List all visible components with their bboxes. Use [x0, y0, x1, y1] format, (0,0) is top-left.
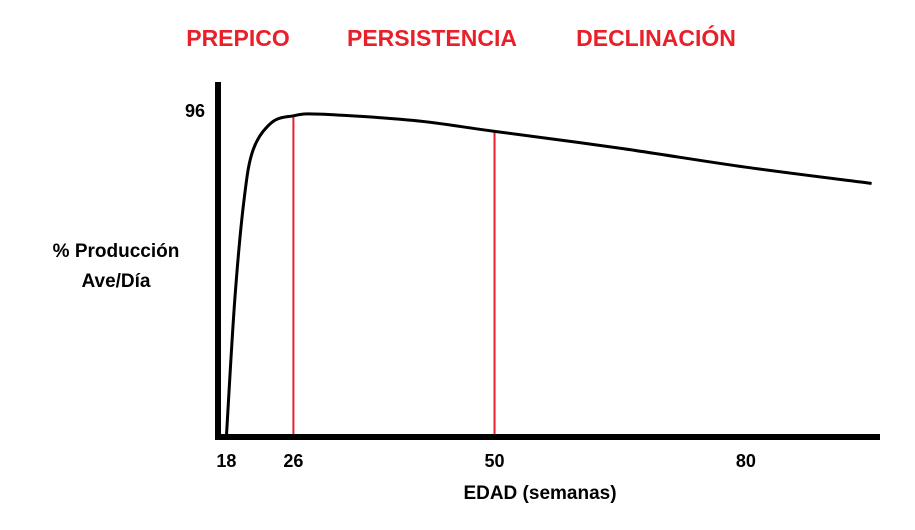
y-tick-label: 96	[185, 101, 205, 121]
y-axis-label: Ave/Día	[82, 271, 151, 292]
x-tick-label: 50	[485, 451, 505, 471]
phase-label: PERSISTENCIA	[347, 25, 517, 51]
phase-label: DECLINACIÓN	[576, 24, 736, 51]
x-tick-label: 80	[736, 451, 756, 471]
phase-label: PREPICO	[186, 25, 290, 51]
x-axis-label: EDAD (semanas)	[463, 483, 616, 504]
x-tick-label: 26	[283, 451, 303, 471]
y-axis-label: % Producción	[53, 241, 180, 262]
x-tick-label: 18	[216, 451, 236, 471]
production-curve	[224, 112, 872, 438]
